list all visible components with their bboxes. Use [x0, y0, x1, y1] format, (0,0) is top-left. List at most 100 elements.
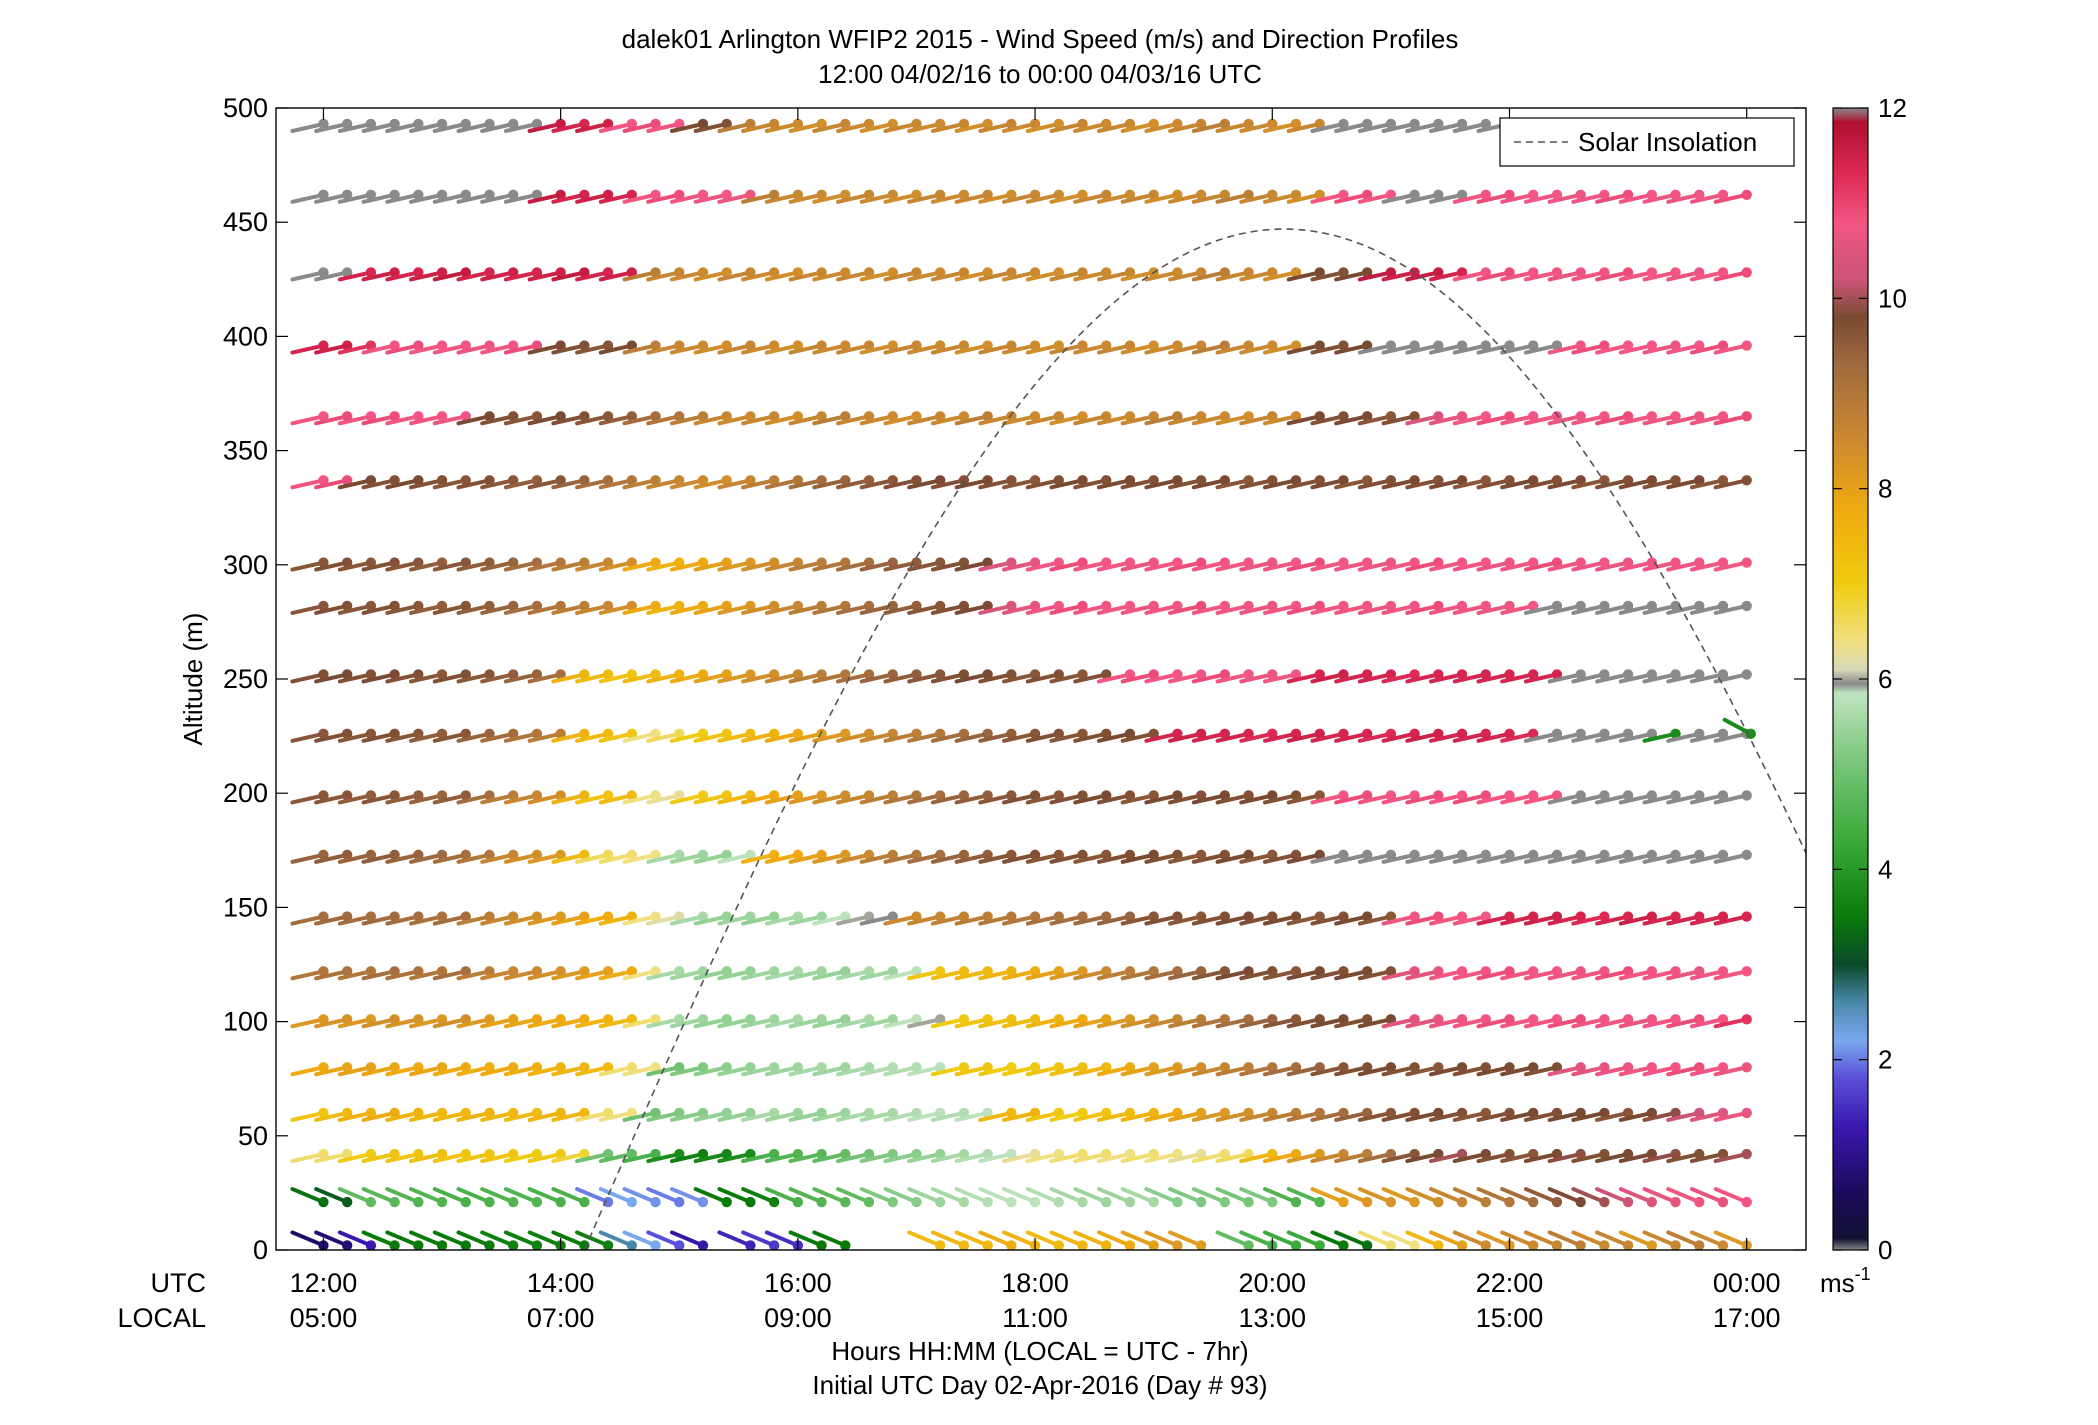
- wind-barb: [1002, 267, 1041, 282]
- barb-shaft: [290, 270, 326, 282]
- wind-barb: [1618, 728, 1658, 743]
- barb-shaft: [1334, 603, 1370, 615]
- barb-dot: [721, 267, 732, 278]
- barb-dot: [934, 189, 946, 200]
- barb-shaft: [314, 793, 350, 805]
- wind-barb: [1096, 267, 1136, 282]
- barb-shaft: [1144, 414, 1180, 426]
- barb-shaft: [1120, 1152, 1156, 1164]
- barb-dot: [1195, 600, 1207, 612]
- barb-shaft: [575, 478, 611, 490]
- wind-barb: [575, 340, 614, 355]
- wind-barb: [1002, 728, 1041, 743]
- barb-dot: [1456, 411, 1468, 422]
- barb-dot: [555, 475, 566, 486]
- barb-dot: [1006, 411, 1017, 422]
- barb-dot: [792, 340, 804, 351]
- barb-shaft: [1073, 914, 1109, 926]
- y-tick-label: 100: [223, 1007, 268, 1037]
- barb-dot: [1646, 669, 1658, 680]
- barb-shaft: [978, 1230, 1014, 1248]
- wind-barb: [1002, 966, 1041, 981]
- wind-barb: [1713, 1014, 1752, 1029]
- wind-barb: [551, 411, 590, 426]
- barb-dot: [863, 849, 875, 861]
- wind-barb: [930, 669, 970, 684]
- barb-dot: [1717, 340, 1729, 351]
- barb-dot: [911, 669, 922, 680]
- wind-barb: [954, 1230, 993, 1250]
- barb-dot: [1551, 1148, 1563, 1160]
- wind-barb: [717, 267, 756, 282]
- barb-shaft: [1025, 560, 1061, 572]
- wind-barb: [361, 728, 400, 743]
- barb-dot: [674, 1107, 685, 1119]
- barb-shaft: [1263, 1017, 1298, 1029]
- barb-dot: [1172, 475, 1183, 486]
- barb-shaft: [1452, 1230, 1488, 1248]
- barb-shaft: [432, 1152, 468, 1164]
- wind-barb: [1595, 1187, 1634, 1208]
- barb-shaft: [1191, 1187, 1227, 1205]
- wind-barb: [669, 411, 709, 426]
- barb-dot: [840, 1107, 851, 1119]
- wind-barb: [859, 411, 898, 426]
- wind-barb: [1120, 966, 1159, 981]
- wind-barb: [1642, 1014, 1681, 1029]
- wind-barb: [456, 189, 495, 204]
- barb-dot: [1670, 600, 1681, 612]
- wind-barb: [1191, 340, 1231, 355]
- barb-shaft: [1120, 343, 1156, 355]
- barb-dot: [887, 189, 898, 200]
- barb-dot: [1717, 1107, 1729, 1119]
- barb-dot: [579, 1148, 590, 1160]
- barb-shaft: [1689, 1065, 1725, 1077]
- wind-barb: [1547, 790, 1586, 805]
- wind-barb: [836, 267, 875, 282]
- barb-dot: [484, 189, 495, 200]
- barb-dot: [1172, 557, 1183, 568]
- barb-shaft: [1547, 270, 1583, 282]
- wind-barb: [527, 728, 566, 743]
- wind-barb: [1357, 1062, 1397, 1077]
- barb-dot: [1622, 600, 1634, 612]
- barb-shaft: [693, 560, 729, 572]
- wind-barb: [1452, 1107, 1491, 1122]
- barb-shaft: [1357, 121, 1393, 133]
- barb-shaft: [290, 1065, 326, 1077]
- wind-barb: [1334, 669, 1373, 684]
- barb-dot: [1053, 849, 1064, 861]
- barb-shaft: [1357, 343, 1393, 355]
- x-tick-label-utc: 14:00: [527, 1268, 595, 1298]
- barb-dot: [982, 966, 993, 977]
- wind-barb: [907, 557, 946, 572]
- barb-shaft: [930, 1017, 966, 1029]
- wind-barb: [337, 669, 377, 684]
- barb-shaft: [1191, 343, 1227, 355]
- wind-barb: [1452, 1230, 1491, 1250]
- barb-shaft: [1642, 1065, 1678, 1077]
- barb-shaft: [1381, 1187, 1417, 1205]
- wind-barb: [930, 118, 970, 133]
- barb-dot: [1338, 340, 1349, 351]
- wind-barb: [314, 669, 353, 684]
- barb-shaft: [1595, 731, 1631, 743]
- barb-dot: [982, 1062, 993, 1073]
- barb-shaft: [314, 414, 350, 426]
- wind-barb: [1429, 1230, 1468, 1250]
- barb-dot: [389, 966, 400, 977]
- barb-shaft: [954, 414, 990, 426]
- barb-dot: [863, 966, 875, 977]
- wind-barb: [741, 600, 780, 615]
- barb-shaft: [1476, 192, 1512, 204]
- barb-dot: [1694, 728, 1705, 740]
- wind-barb: [717, 1107, 756, 1122]
- barb-dot: [768, 411, 780, 422]
- wind-barb: [646, 267, 685, 282]
- barb-dot: [626, 340, 638, 351]
- wind-barb: [1025, 1062, 1064, 1077]
- wind-barb: [1025, 340, 1064, 355]
- barb-shaft: [1689, 914, 1725, 926]
- barb-dot: [1575, 1240, 1586, 1250]
- barb-shaft: [1191, 1110, 1227, 1122]
